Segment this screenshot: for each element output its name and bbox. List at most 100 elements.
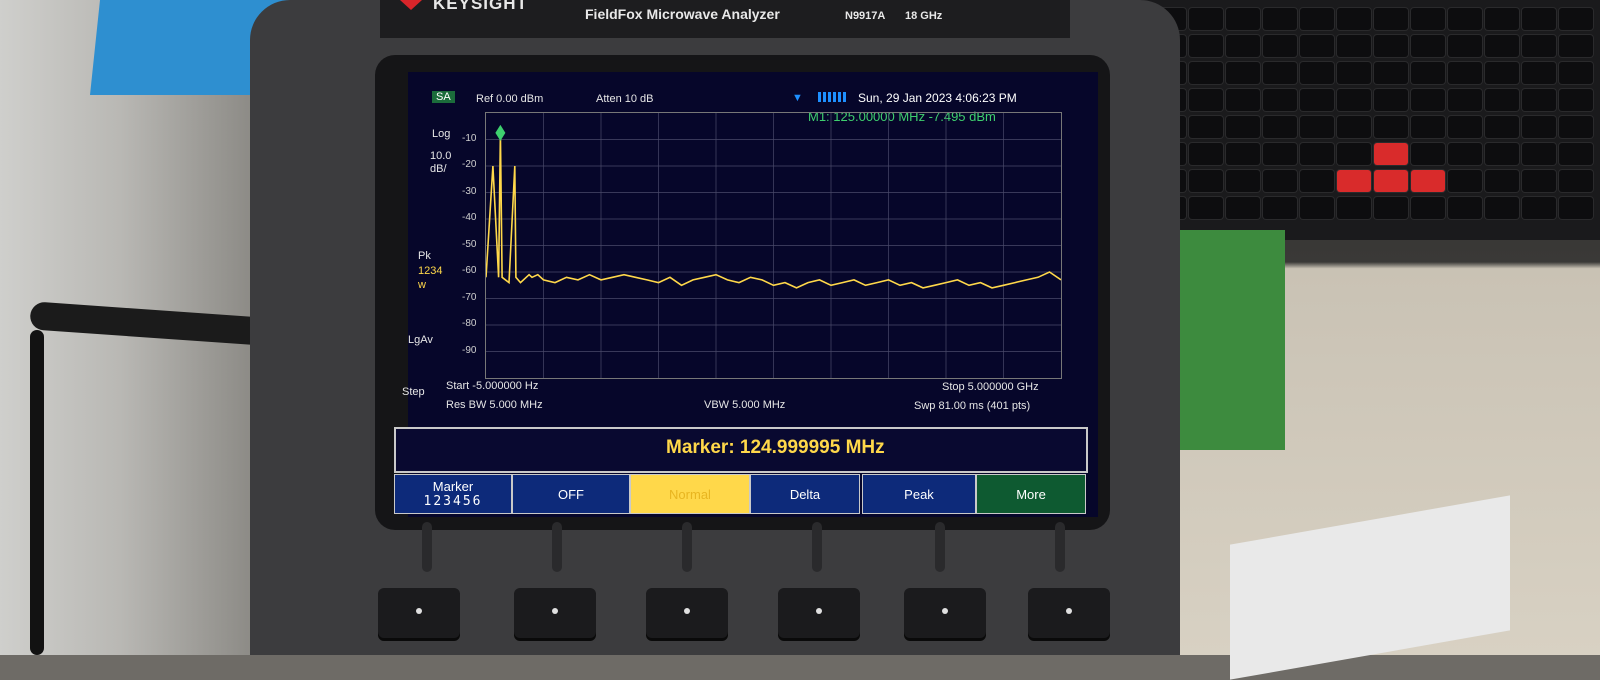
keyboard-key [1337, 89, 1371, 111]
res-bw: Res BW 5.000 MHz [446, 399, 543, 411]
hardware-softkey-6[interactable] [1028, 588, 1110, 638]
keyboard-key [1263, 89, 1297, 111]
keyboard-key [1189, 8, 1223, 30]
keyboard-key [1411, 8, 1445, 30]
hardware-softkey-2[interactable] [514, 588, 596, 638]
keyboard-key [1226, 62, 1260, 84]
keyboard-key [1189, 89, 1223, 111]
mode-badge: SA [432, 91, 455, 103]
keyboard-key [1226, 116, 1260, 138]
keyboard-key [1374, 35, 1408, 57]
keyboard-key [1300, 89, 1334, 111]
datetime: Sun, 29 Jan 2023 4:06:23 PM [858, 91, 1017, 105]
keyboard-key [1559, 197, 1593, 219]
keyboard-key [1374, 8, 1408, 30]
softkey-marker[interactable]: Marker 123456 [394, 474, 512, 514]
circuit-board [1165, 230, 1285, 450]
hardware-softkey-5[interactable] [904, 588, 986, 638]
keyboard-key [1522, 35, 1556, 57]
softkey-off[interactable]: OFF [512, 474, 630, 514]
keyboard-key [1300, 35, 1334, 57]
start-freq: Start -5.000000 Hz [446, 380, 539, 392]
keyboard-key [1189, 143, 1223, 165]
dot-icon [1066, 608, 1072, 614]
keyboard-key [1522, 8, 1556, 30]
keyboard-key [1374, 62, 1408, 84]
keyboard-key [1263, 143, 1297, 165]
hardware-softkey-1[interactable] [378, 588, 460, 638]
stop-freq: Stop 5.000000 GHz [942, 381, 1039, 393]
keyboard-key [1226, 143, 1260, 165]
keyboard-key [1189, 197, 1223, 219]
marker-frequency: Marker: 124.999995 MHz [666, 437, 885, 458]
keyboard-key [1374, 197, 1408, 219]
hardware-softkey-3[interactable] [646, 588, 728, 638]
keyboard-key [1448, 116, 1482, 138]
keyboard-key [1189, 116, 1223, 138]
y-tick-label: -10 [462, 132, 477, 144]
keyboard-key [1522, 197, 1556, 219]
keysight-logo-icon [400, 0, 422, 10]
signal-icon: ▼ [792, 92, 803, 104]
spectrum-trace [486, 132, 1061, 289]
softkey-normal[interactable]: Normal [630, 474, 750, 514]
dot-icon [416, 608, 422, 614]
keyboard-key [1337, 170, 1371, 192]
keyboard-key [1448, 197, 1482, 219]
softkey-peak[interactable]: Peak [862, 474, 976, 514]
keyboard-key [1226, 170, 1260, 192]
button-slot [1055, 522, 1065, 572]
scale-per-div: 10.0 [430, 150, 452, 162]
brand-name: KEYSIGHT [433, 0, 528, 13]
hardware-softkey-4[interactable] [778, 588, 860, 638]
keyboard-key [1485, 8, 1519, 30]
keyboard-key [1522, 62, 1556, 84]
keyboard-key [1189, 170, 1223, 192]
dot-icon [684, 608, 690, 614]
keyboard-key [1337, 116, 1371, 138]
averaging: LgAv [408, 334, 433, 346]
softkey-label: Peak [904, 486, 934, 502]
y-tick-label: -20 [462, 159, 477, 170]
y-tick-label: -30 [462, 185, 477, 197]
keyboard-key [1448, 170, 1482, 192]
step-label: Step [402, 386, 425, 398]
keyboard-key [1226, 35, 1260, 57]
keyboard-key [1263, 8, 1297, 30]
keyboard-key [1411, 197, 1445, 219]
softkey-label: OFF [558, 486, 584, 502]
keyboard-key [1263, 62, 1297, 84]
button-slot [812, 522, 822, 572]
y-tick-label: -60 [462, 265, 477, 276]
y-tick-label: -90 [462, 344, 477, 356]
scale-unit: dB/ [430, 163, 447, 175]
detector: Pk [418, 250, 431, 262]
keyboard-key [1300, 8, 1334, 30]
keyboard-key [1559, 116, 1593, 138]
keyboard-key [1337, 8, 1371, 30]
keyboard-key [1300, 170, 1334, 192]
softkey-delta[interactable]: Delta [750, 474, 860, 514]
battery-icon [818, 92, 848, 102]
y-tick-label: -40 [462, 212, 477, 223]
keyboard-key [1337, 197, 1371, 219]
keyboard-key [1411, 89, 1445, 111]
keyboard-key [1300, 116, 1334, 138]
keyboard-key [1226, 89, 1260, 111]
keyboard-key [1189, 62, 1223, 84]
marker-1-icon [495, 124, 506, 141]
dot-icon [816, 608, 822, 614]
softkey-more[interactable]: More [976, 474, 1086, 514]
sweep-time: Swp 81.00 ms (401 pts) [914, 400, 1031, 412]
keyboard-key [1411, 170, 1445, 192]
keyboard-key [1300, 62, 1334, 84]
brand-strip [380, 0, 1070, 38]
keyboard-key [1337, 143, 1371, 165]
keyboard-key [1374, 89, 1408, 111]
keyboard-key [1448, 62, 1482, 84]
product-name: FieldFox Microwave Analyzer [585, 6, 780, 22]
softkey-label: More [1016, 486, 1046, 502]
keyboard-key [1559, 8, 1593, 30]
marker-bar [394, 427, 1088, 473]
keyboard-key [1485, 197, 1519, 219]
